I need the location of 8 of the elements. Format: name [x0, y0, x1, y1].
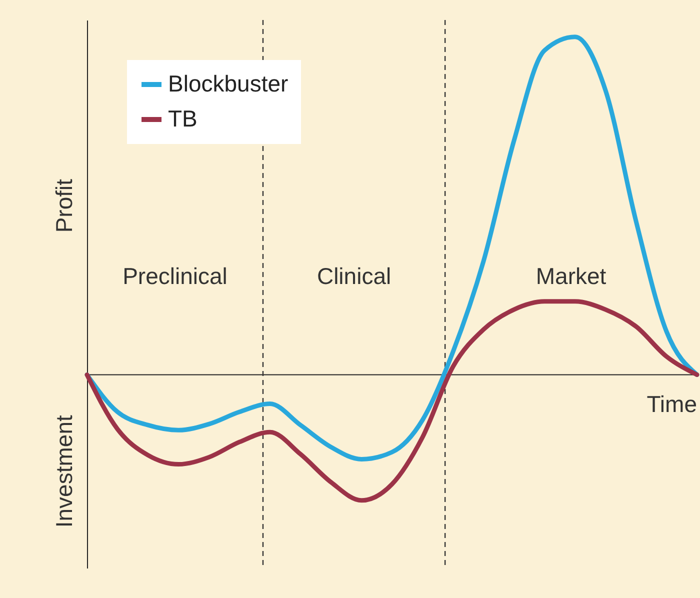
legend-label: Blockbuster [168, 70, 289, 96]
annotation: Market [536, 262, 607, 289]
legend-label: TB [168, 106, 198, 132]
text: Profit [51, 178, 77, 233]
annotation: Clinical [316, 262, 392, 289]
text: Investment [51, 414, 77, 528]
annotation: Preclinical [122, 262, 228, 289]
x-axis-title: Time [646, 391, 697, 418]
